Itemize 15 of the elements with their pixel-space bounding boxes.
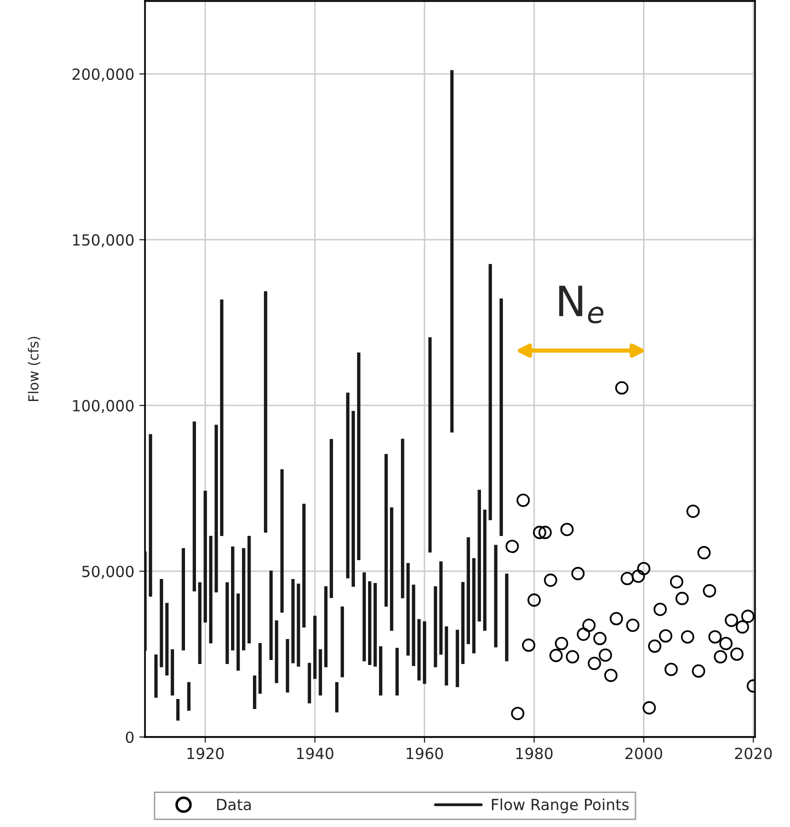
y-tick-label: 150,000 xyxy=(73,234,134,248)
y-tick-label: 200,000 xyxy=(72,68,134,82)
x-tick-label: 2000 xyxy=(625,748,662,760)
y-tick-label: 100,000 xyxy=(73,400,134,414)
legend-label: Data xyxy=(217,798,251,810)
x-tick-label: 1980 xyxy=(516,748,553,760)
annotation: N$_{e}$ xyxy=(559,286,604,324)
y-tick-label: 50,000 xyxy=(82,566,134,579)
legend-label: Flow Range Points xyxy=(492,798,629,814)
x-tick-label: 1920 xyxy=(188,748,224,760)
y-tick-label: 0 xyxy=(126,731,134,744)
x-tick-label: 1940 xyxy=(297,748,334,760)
y-axis-title: Flow (cfs) xyxy=(28,336,40,401)
x-tick-label: 1960 xyxy=(406,748,443,760)
x-tick-label: 2020 xyxy=(735,748,772,760)
